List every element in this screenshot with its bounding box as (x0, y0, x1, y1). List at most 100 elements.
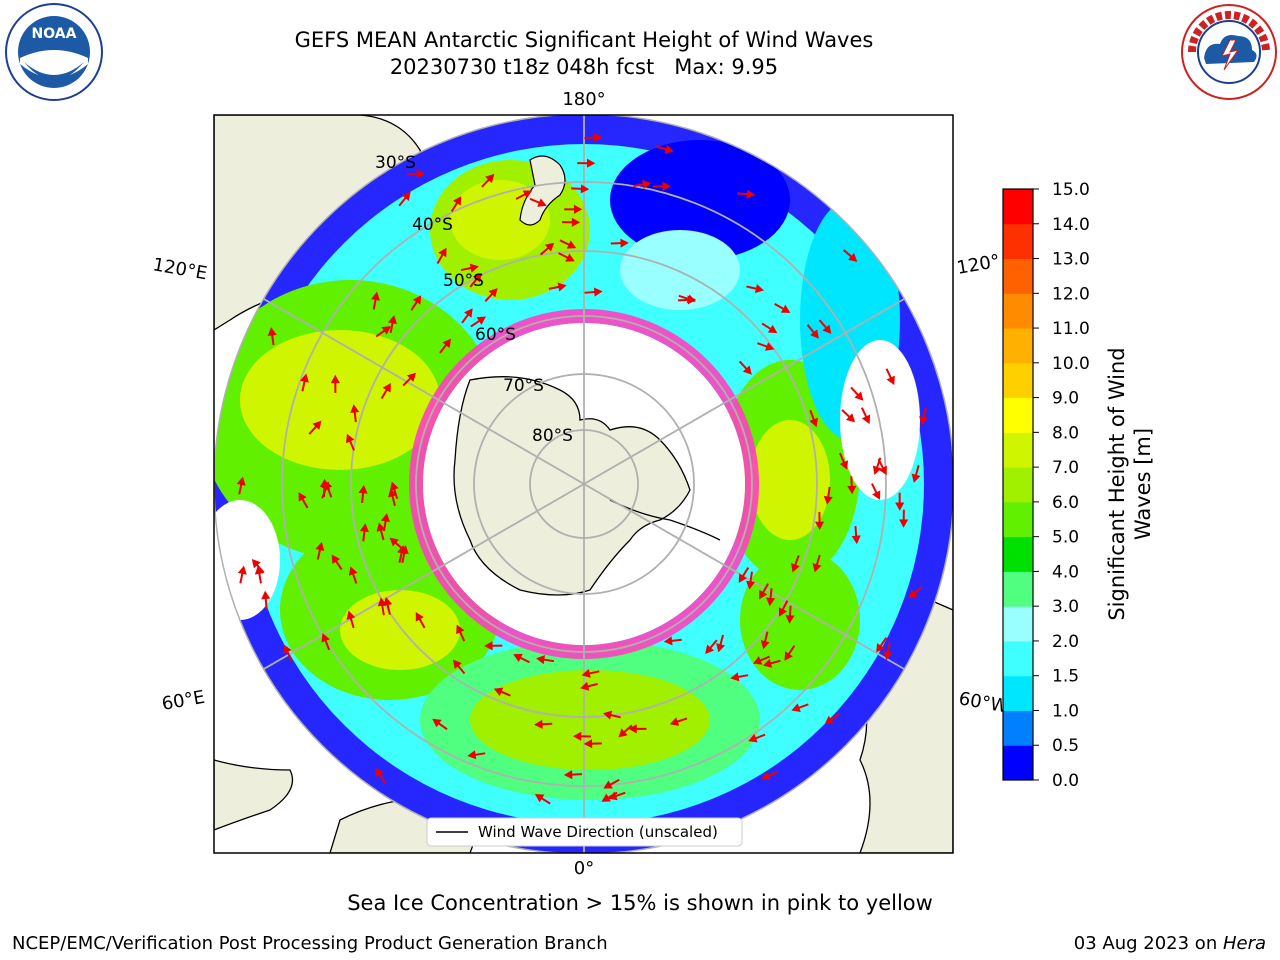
wave-arrow-head (883, 651, 893, 661)
wave-arrow-head (761, 771, 771, 780)
colorbar-swatch (1003, 397, 1033, 433)
wave-arrow-head (346, 433, 355, 444)
colorbar-swatch (1003, 536, 1033, 572)
wave-arrow-head (593, 287, 603, 297)
wave-arrow-head (267, 327, 277, 337)
wave-arrow-head (488, 288, 498, 298)
wave-arrow-head (536, 655, 546, 665)
wave-arrow-head (513, 653, 523, 663)
sea-ice-caption: Sea Ice Concentration > 15% is shown in … (347, 891, 933, 915)
wave-arrow-head (742, 365, 752, 375)
wave-arrow-head (876, 643, 885, 653)
colorbar-swatch (1003, 223, 1033, 260)
wave-arrow-head (261, 590, 271, 600)
wave-arrow-head (872, 490, 881, 500)
wave-arrow-head (415, 612, 424, 622)
footer-credit: NCEP/EMC/Verification Post Processing Pr… (12, 933, 608, 954)
colorbar-tick-label: 8.0 (1052, 423, 1079, 443)
graticule (214, 115, 953, 853)
wave-arrow-head (375, 767, 384, 778)
lat-label-50s: 50°S (443, 271, 484, 291)
wave-arrow-head (766, 597, 776, 607)
lat-label-40s: 40°S (412, 215, 453, 235)
colorbar-tick-label: 4.0 (1052, 562, 1079, 582)
colorbar-tick-label: 0.0 (1052, 771, 1079, 791)
wave-arrow-head (348, 566, 358, 576)
colorbar-swatch (1003, 640, 1033, 677)
wave-arrow-head (872, 465, 882, 475)
footer-date: 03 Aug 2023 on Hera (1074, 933, 1266, 954)
wave-arrow-head (784, 651, 793, 661)
wave-arrow-head (484, 641, 493, 651)
lon-label-0: 0° (574, 858, 594, 879)
wave-arrow-head (601, 793, 611, 802)
wave-arrow-head (686, 294, 697, 304)
noaa-logo: NOAA (5, 3, 103, 101)
wave-arrow-head (557, 282, 567, 292)
wave-arrow-head (381, 326, 391, 335)
wave-arrow-head (456, 624, 465, 635)
lon-label-180: 180° (562, 89, 605, 110)
wave-arrow-head (899, 519, 909, 528)
wave-arrow-head (581, 668, 591, 678)
wave-arrow-head (321, 633, 330, 643)
colorbar-tick-label: 13.0 (1052, 250, 1090, 270)
wave-arrow-head (432, 718, 442, 728)
wave-arrow-head (752, 656, 763, 665)
colorbar-swatch (1003, 293, 1033, 329)
colorbar-swatch (1003, 571, 1033, 607)
wave-arrow-head (810, 329, 819, 339)
wave-arrow-head (236, 476, 246, 486)
wave-arrow-head (537, 198, 547, 207)
wave-arrow-head (359, 523, 369, 533)
wave-arrow-head (376, 522, 386, 532)
wave-arrow-head (464, 308, 473, 318)
wave-arrow-head (620, 238, 629, 248)
wave-arrow-head (767, 324, 778, 334)
colorbar-border (1002, 188, 1034, 781)
colorbar-tick-label: 1.5 (1052, 667, 1079, 687)
wave-arrow-head (845, 413, 856, 423)
wave-arrow-head (809, 417, 818, 428)
colorbar-tick-label: 14.0 (1052, 215, 1090, 235)
wave-arrow-head (586, 158, 596, 168)
wave-arrow-head (388, 488, 397, 498)
wave-arrow-head (534, 719, 543, 729)
wave-arrow-head (848, 252, 858, 262)
wave-arrow-head (886, 375, 895, 386)
wave-arrow-head (350, 404, 360, 414)
wave-arrow-head (472, 272, 482, 283)
wave-arrow-head (283, 644, 292, 654)
colorbar-swatch (1003, 745, 1033, 781)
colorbar-swatch (1003, 258, 1033, 294)
wave-arrow-head (705, 644, 715, 654)
wave-arrow-head (847, 485, 857, 495)
colorbar-swatch (1003, 606, 1033, 642)
wave-arrow-head (791, 563, 800, 573)
colorbar-swatch (1003, 467, 1033, 503)
wave-arrow-head (748, 733, 758, 743)
wave-arrow-head (878, 465, 887, 476)
colorbar-swatch (1003, 710, 1033, 746)
wave-arrow-head (300, 373, 309, 383)
wave-arrow-head (476, 316, 486, 325)
wave-arrow-head (664, 144, 674, 154)
footer-date-text: 03 Aug 2023 on (1073, 933, 1223, 954)
wave-arrow-head (485, 173, 495, 184)
colorbar-swatch (1003, 432, 1033, 468)
colorbar-swatch (1003, 189, 1033, 225)
wave-arrow-head (628, 724, 637, 734)
wave-arrow-head (381, 513, 391, 523)
lon-label-120e: 120°E (151, 254, 209, 284)
wave-arrow-head (544, 242, 555, 252)
colorbar-ticks: 0.0 0.5 1.0 1.5 2.0 3.0 4.0 5.0 6.0 7.0 8.0 9.0 10.0… (1033, 180, 1090, 791)
wave-arrow-head (738, 573, 747, 583)
colorbar-tick-label: 1.0 (1052, 701, 1079, 721)
wave-arrow-head (824, 715, 835, 725)
colorbar-tick-label: 11.0 (1052, 319, 1090, 339)
noaa-logo-text: NOAA (32, 26, 77, 42)
wave-arrow-head (746, 580, 756, 590)
wave-arrow-head (563, 770, 573, 780)
wave-arrow-head (534, 794, 545, 803)
wave-arrow-head (412, 295, 422, 305)
